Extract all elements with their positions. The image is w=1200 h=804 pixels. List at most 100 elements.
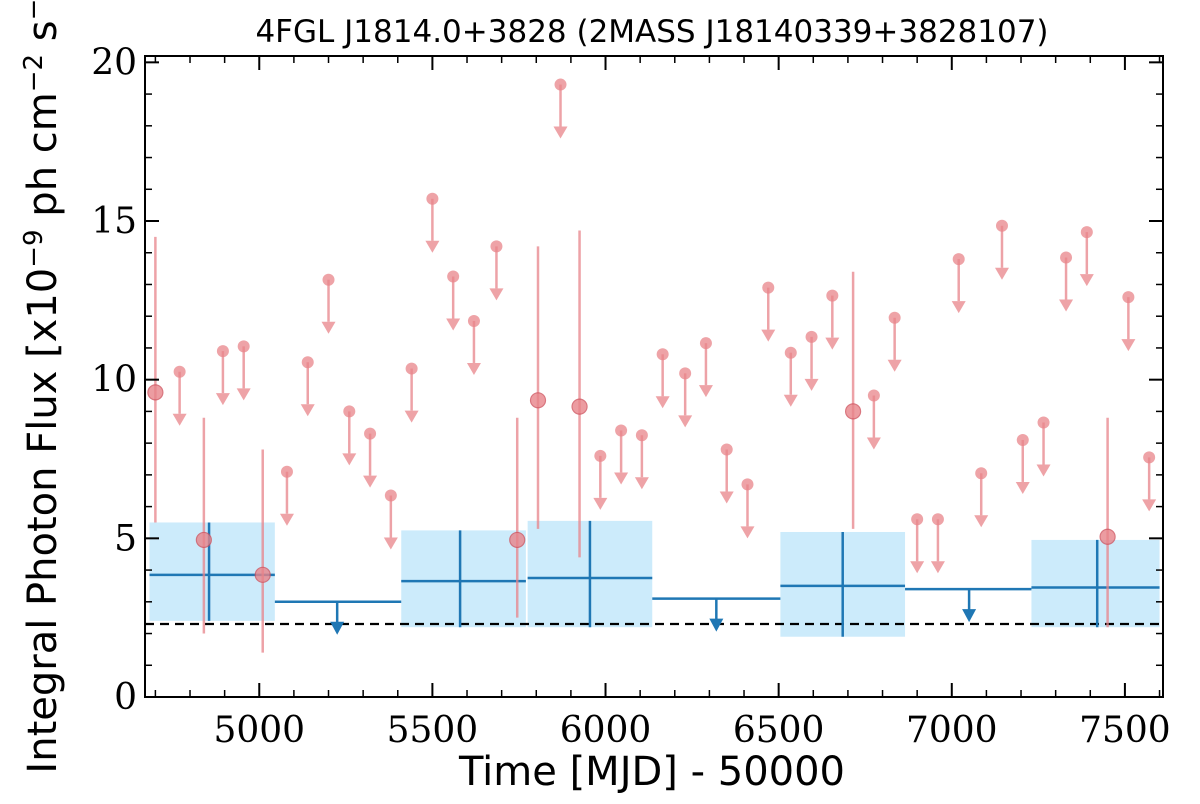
monthly-upper-limit-arrow <box>1036 464 1051 477</box>
monthly-flux-point <box>571 398 588 415</box>
monthly-flux-point <box>147 384 164 401</box>
monthly-upper-limit-marker <box>888 311 901 324</box>
monthly-upper-limit-arrow <box>994 267 1009 280</box>
monthly-upper-limit-arrow <box>698 385 713 398</box>
monthly-upper-limit-marker <box>343 405 356 418</box>
y-axis-label-exp: −9 <box>19 229 49 267</box>
monthly-upper-limit-arrow <box>489 288 504 301</box>
monthly-flux-point <box>844 403 862 420</box>
monthly-upper-limit-arrow <box>425 240 440 253</box>
monthly-upper-limit-arrow <box>634 477 649 490</box>
monthly-upper-limit-arrow <box>655 396 670 409</box>
monthly-upper-limit-arrow <box>466 362 481 375</box>
monthly-upper-limit-marker <box>384 489 397 502</box>
plot-frame <box>144 55 1164 698</box>
yearly-upper-limit-arrow <box>962 609 977 623</box>
y-axis-label: Integral Photon Flux [x10−9 ph cm−2 s−1] <box>19 0 66 774</box>
monthly-upper-limit-marker <box>826 289 839 302</box>
monthly-upper-limit-arrow <box>172 413 187 426</box>
x-axis-label: Time [MJD] - 50000 <box>458 749 845 795</box>
monthly-upper-limit-marker <box>467 314 480 327</box>
x-tick-label: 6000 <box>560 710 652 751</box>
monthly-upper-limit-arrow <box>1059 299 1074 312</box>
y-axis-label-exp: −1 <box>19 0 49 20</box>
monthly-upper-limit-arrow <box>279 513 294 526</box>
monthly-flux-point <box>195 531 212 549</box>
monthly-upper-limit-marker <box>405 362 418 375</box>
monthly-upper-limit-arrow <box>446 318 461 331</box>
monthly-upper-limit-arrow <box>930 561 945 574</box>
monthly-upper-limit-marker <box>699 337 712 350</box>
monthly-upper-limit-arrow <box>783 394 798 407</box>
y-axis-label-part: s <box>20 20 66 54</box>
x-tick-label: 7000 <box>906 710 998 751</box>
monthly-upper-limit-marker <box>554 78 567 91</box>
yearly-error-box <box>1031 539 1160 628</box>
axes: 5000 5500 6000 6500 7000 7500 0 5 10 15 20 <box>91 42 1171 751</box>
monthly-upper-limit-marker <box>594 449 607 462</box>
monthly-flux-point <box>254 566 271 583</box>
monthly-upper-limit-arrow <box>553 126 568 139</box>
y-tick-label: 5 <box>114 518 137 559</box>
monthly-upper-limit-marker <box>805 330 818 343</box>
monthly-upper-limit-arrow <box>678 415 693 428</box>
monthly-upper-limit-arrow <box>236 388 251 401</box>
monthly-upper-limit-arrow <box>866 437 881 450</box>
y-axis-label-part: Integral Photon Flux [x10 <box>20 268 66 774</box>
monthly-upper-limit-marker <box>952 253 965 266</box>
monthly-upper-limit-marker <box>280 465 293 478</box>
monthly-upper-limit-arrow <box>1079 274 1094 287</box>
monthly-upper-limit-marker <box>1016 433 1029 446</box>
y-tick-label: 10 <box>91 360 137 401</box>
monthly-upper-limit-arrow <box>910 561 925 574</box>
monthly-upper-limit-marker <box>1122 291 1135 304</box>
monthly-upper-limit-marker <box>931 513 944 526</box>
y-tick-label: 20 <box>91 42 137 83</box>
monthly-upper-limit-arrow <box>1015 481 1030 494</box>
monthly-upper-limit-arrow <box>887 359 902 372</box>
monthly-flux-point <box>1099 528 1116 545</box>
y-tick-label: 15 <box>91 201 137 242</box>
monthly-upper-limit-arrow <box>614 472 629 485</box>
monthly-upper-limit-marker <box>741 478 754 491</box>
monthly-upper-limit-marker <box>656 348 669 361</box>
monthly-flux-point <box>509 531 526 549</box>
monthly-upper-limit-marker <box>975 467 988 480</box>
monthly-upper-limit-arrow <box>593 497 608 510</box>
y-axis-label-part: ph cm <box>20 92 66 229</box>
monthly-upper-limit-marker <box>322 273 335 286</box>
monthly-upper-limit-arrow <box>383 537 398 550</box>
monthly-upper-limit-marker <box>867 389 880 402</box>
monthly-upper-limit-marker <box>1143 451 1156 464</box>
monthly-upper-limit-arrow <box>740 526 755 539</box>
monthly-upper-limit-marker <box>426 192 439 205</box>
monthly-upper-limit-marker <box>679 367 692 380</box>
yearly-error-box <box>149 522 275 621</box>
monthly-upper-limit-marker <box>1037 416 1050 429</box>
monthly-upper-limit-marker <box>1080 226 1093 239</box>
monthly-upper-limit-arrow <box>974 515 989 528</box>
x-tick-label: 6500 <box>733 710 825 751</box>
monthly-upper-limit-arrow <box>719 491 734 504</box>
monthly-upper-limit-marker <box>237 340 250 353</box>
y-axis-label-exp: −2 <box>19 54 49 92</box>
monthly-upper-limit-arrow <box>404 410 419 423</box>
monthly-upper-limit-arrow <box>342 453 357 466</box>
monthly-upper-limit-arrow <box>804 378 819 391</box>
monthly-upper-limit-marker <box>720 443 733 456</box>
monthly-upper-limit-marker <box>216 345 229 358</box>
monthly-upper-limit-marker <box>364 427 377 440</box>
monthly-upper-limit-marker <box>615 424 628 437</box>
yearly-upper-limit-arrow <box>330 621 345 635</box>
monthly-upper-limit-arrow <box>321 321 336 334</box>
monthly-upper-limit-arrow <box>1142 499 1157 512</box>
chart-title: 4FGL J1814.0+3828 (2MASS J18140339+38281… <box>255 14 1048 50</box>
x-tick-label: 7500 <box>1079 710 1171 751</box>
y-tick-label: 0 <box>114 677 137 718</box>
monthly-upper-limit-arrow <box>825 337 840 350</box>
monthly-upper-limit-arrow <box>300 404 315 417</box>
monthly-upper-limit-marker <box>911 513 924 526</box>
x-tick-label: 5500 <box>387 710 479 751</box>
